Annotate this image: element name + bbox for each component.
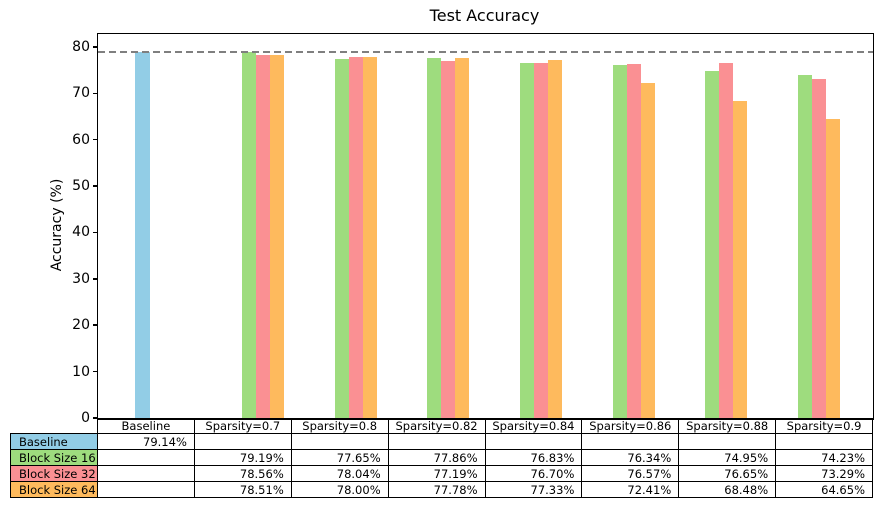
table-row-label: Block Size 16 [10, 449, 98, 466]
plot-area [97, 33, 874, 420]
y-tick-mark [93, 92, 97, 95]
bar-baseline-baseline [134, 51, 150, 419]
bar-block-size-16-sparsity-0.8 [334, 58, 349, 419]
table-cell: 78.56% [193, 465, 292, 482]
bar-block-size-16-sparsity-0.88 [705, 71, 720, 419]
chart-title: Test Accuracy [429, 6, 540, 25]
table-col-header: Sparsity=0.84 [484, 418, 583, 434]
table-col-header: Sparsity=0.82 [387, 418, 486, 434]
table-cell: 79.14% [97, 433, 195, 450]
table-cell: 76.34% [581, 449, 680, 466]
table-cell [484, 433, 583, 450]
y-tick-mark [93, 231, 97, 234]
bar-block-size-16-sparsity-0.9 [797, 74, 812, 419]
table-cell: 76.65% [678, 465, 777, 482]
y-tick-mark [93, 138, 97, 141]
bar-block-size-64-sparsity-0.82 [455, 58, 470, 419]
table-row-label: Block Size 32 [10, 465, 98, 482]
baseline-reference-line [98, 50, 873, 53]
table-cell: 78.04% [290, 465, 389, 482]
table-cell: 78.51% [193, 481, 292, 498]
table-cell: 76.70% [484, 465, 583, 482]
y-tick-label: 80 [72, 38, 90, 55]
table-cell [193, 433, 292, 450]
table-cell: 76.57% [581, 465, 680, 482]
table-cell: 73.29% [775, 465, 873, 482]
bar-block-size-32-sparsity-0.86 [626, 63, 641, 419]
table-col-header: Sparsity=0.86 [581, 418, 680, 434]
bar-block-size-16-sparsity-0.84 [519, 62, 534, 419]
bar-block-size-32-sparsity-0.88 [719, 63, 734, 419]
table-cell: 78.00% [290, 481, 389, 498]
table-col-header: Sparsity=0.9 [775, 418, 873, 434]
table-cell [290, 433, 389, 450]
data-table: Baseline Sparsity=0.7 Sparsity=0.8 Sparsity… [10, 418, 873, 498]
bar-block-size-32-sparsity-0.82 [441, 60, 456, 419]
table-cell [387, 433, 486, 450]
table-cell: 77.78% [387, 481, 486, 498]
table-col-header: Sparsity=0.7 [193, 418, 292, 434]
table-cell: 77.33% [484, 481, 583, 498]
table-row-label: Baseline [10, 433, 98, 450]
bar-block-size-64-sparsity-0.7 [270, 54, 285, 419]
table-cell: 77.19% [387, 465, 486, 482]
y-tick-mark [93, 370, 97, 373]
table-col-header: Sparsity=0.8 [290, 418, 389, 434]
y-tick-label: 40 [72, 224, 90, 241]
y-tick-mark [93, 278, 97, 280]
table-wrap: Baseline Sparsity=0.7 Sparsity=0.8 Sparsity… [10, 418, 874, 498]
table-row: Block Size 32 78.56% 78.04% 77.19% 76.70% 76.… [10, 465, 873, 482]
table-cell [581, 433, 680, 450]
table-cell: 64.65% [775, 481, 873, 498]
y-tick-label: 20 [72, 317, 90, 334]
y-tick-mark [93, 324, 97, 326]
y-tick-label: 60 [72, 131, 90, 148]
bar-block-size-64-sparsity-0.86 [640, 83, 655, 419]
table-cell [97, 465, 195, 482]
table-cell: 72.41% [581, 481, 680, 498]
table-col-header: Sparsity=0.88 [678, 418, 777, 434]
y-tick-mark [93, 46, 97, 48]
bar-block-size-64-sparsity-0.8 [362, 57, 377, 419]
table-col-header: Baseline [97, 418, 195, 434]
table-row: Baseline 79.14% [10, 433, 873, 450]
table-row: Block Size 16 79.19% 77.65% 77.86% 76.83% 76.… [10, 449, 873, 466]
bar-block-size-16-sparsity-0.82 [427, 57, 442, 419]
y-tick-label: 30 [72, 270, 90, 287]
table-cell: 77.86% [387, 449, 486, 466]
table-cell [775, 433, 873, 450]
bar-block-size-16-sparsity-0.86 [612, 64, 627, 419]
bar-block-size-32-sparsity-0.9 [811, 79, 826, 419]
bar-block-size-32-sparsity-0.7 [256, 54, 271, 419]
table-cell: 76.83% [484, 449, 583, 466]
y-tick-mark [93, 185, 97, 187]
y-tick-label: 10 [72, 363, 90, 380]
table-cell [678, 433, 777, 450]
bar-block-size-64-sparsity-0.9 [825, 119, 840, 419]
bar-block-size-16-sparsity-0.7 [242, 51, 257, 419]
y-tick-label: 70 [72, 85, 90, 102]
y-tick-label: 50 [72, 178, 90, 195]
table-cell: 68.48% [678, 481, 777, 498]
bar-block-size-64-sparsity-0.88 [733, 101, 748, 419]
table-cell: 77.65% [290, 449, 389, 466]
table-row-label: Block Size 64 [10, 481, 98, 498]
table-row: Block Size 64 78.51% 78.00% 77.78% 77.33% 72.… [10, 481, 873, 498]
table-cell: 79.19% [193, 449, 292, 466]
table-cell [97, 481, 195, 498]
table-cell: 74.23% [775, 449, 873, 466]
bar-block-size-64-sparsity-0.84 [547, 60, 562, 419]
bar-block-size-32-sparsity-0.8 [348, 57, 363, 419]
table-cell [97, 449, 195, 466]
table-cell: 74.95% [678, 449, 777, 466]
bar-block-size-32-sparsity-0.84 [533, 63, 548, 419]
y-tick-label: 0 [81, 410, 90, 426]
y-tick-mark [93, 417, 97, 419]
